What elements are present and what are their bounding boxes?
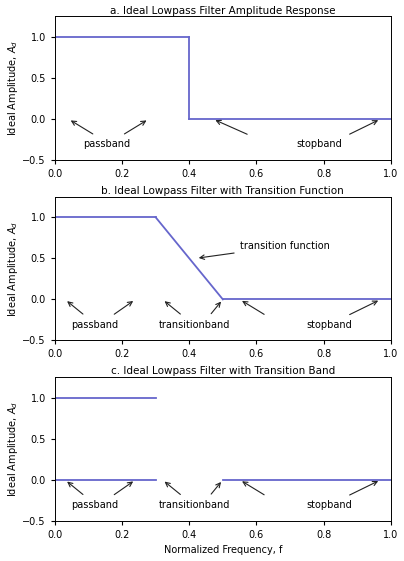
Text: stopband: stopband [307,320,353,330]
Y-axis label: Ideal Amplitude, $A_d$: Ideal Amplitude, $A_d$ [6,40,19,136]
Text: transitionband: transitionband [159,320,230,330]
Text: passband: passband [83,140,130,149]
Text: transitionband: transitionband [159,500,230,511]
Title: a. Ideal Lowpass Filter Amplitude Response: a. Ideal Lowpass Filter Amplitude Respon… [110,6,336,16]
Text: transition function: transition function [200,241,330,259]
Y-axis label: Ideal Amplitude, $A_d$: Ideal Amplitude, $A_d$ [6,401,19,497]
Title: b. Ideal Lowpass Filter with Transition Function: b. Ideal Lowpass Filter with Transition … [101,186,344,196]
Text: stopband: stopband [307,500,353,511]
Text: passband: passband [72,320,119,330]
Title: c. Ideal Lowpass Filter with Transition Band: c. Ideal Lowpass Filter with Transition … [111,366,335,376]
Text: passband: passband [72,500,119,511]
X-axis label: Normalized Frequency, f: Normalized Frequency, f [164,545,282,555]
Y-axis label: Ideal Amplitude, $A_d$: Ideal Amplitude, $A_d$ [6,220,19,316]
Text: stopband: stopband [297,140,343,149]
